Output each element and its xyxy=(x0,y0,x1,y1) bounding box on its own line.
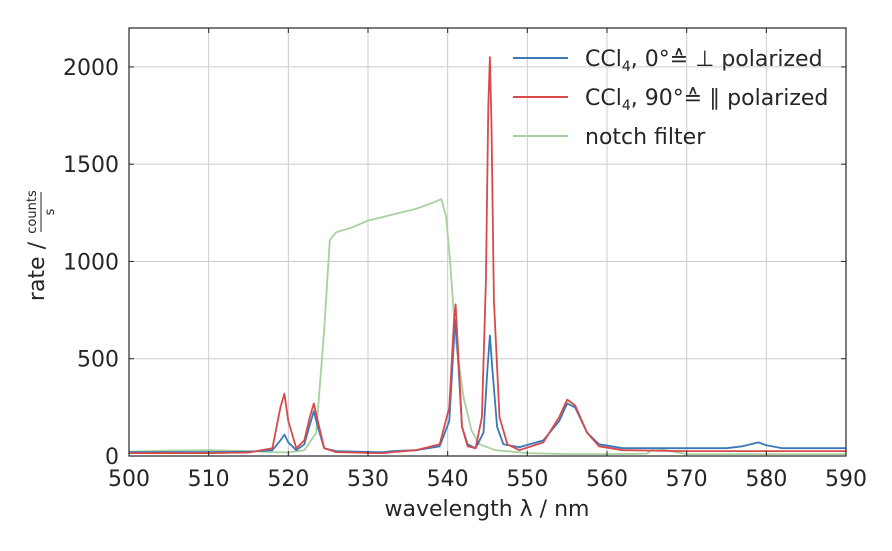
y-tick-label: 1000 xyxy=(63,250,119,275)
series-line-2 xyxy=(129,56,846,455)
legend: CCl4, 0°≙ ⊥ polarized CCl4, 90°≙ ∥ polari… xyxy=(513,47,828,150)
x-tick-label: 570 xyxy=(666,467,708,492)
y-tick-label: 1500 xyxy=(63,153,119,178)
y-tick-label: 0 xyxy=(105,445,119,470)
plot-frame xyxy=(128,27,847,457)
series-line-1 xyxy=(129,318,846,454)
y-tick-label: 500 xyxy=(77,348,119,373)
axis-ticks: 500 510 520 530 540 550 560 570 580 5900500100015… xyxy=(63,28,867,492)
legend-label: CCl4, 90°≙ ∥ polarized xyxy=(585,86,828,114)
x-tick-label: 510 xyxy=(188,467,230,492)
series-layer xyxy=(128,56,846,456)
x-tick-label: 580 xyxy=(745,467,787,492)
x-axis-title: wavelength λ / nm xyxy=(385,497,590,522)
x-tick-label: 530 xyxy=(347,467,389,492)
y-tick-label: 2000 xyxy=(63,56,119,81)
x-tick-label: 560 xyxy=(586,467,628,492)
x-tick-label: 500 xyxy=(108,467,150,492)
y-axis-title-numerator: counts xyxy=(25,190,40,234)
y-axis-title: rate / counts s xyxy=(25,190,58,301)
x-tick-label: 520 xyxy=(267,467,309,492)
x-tick-label: 540 xyxy=(427,467,469,492)
x-tick-label: 550 xyxy=(506,467,548,492)
legend-label: notch filter xyxy=(585,125,706,150)
series-line-0 xyxy=(128,198,846,456)
legend-label: CCl4, 0°≙ ⊥ polarized xyxy=(585,47,823,75)
y-axis-title-prefix: rate / xyxy=(25,241,50,301)
x-tick-label: 590 xyxy=(825,467,867,492)
y-axis-title-denominator: s xyxy=(43,208,58,215)
